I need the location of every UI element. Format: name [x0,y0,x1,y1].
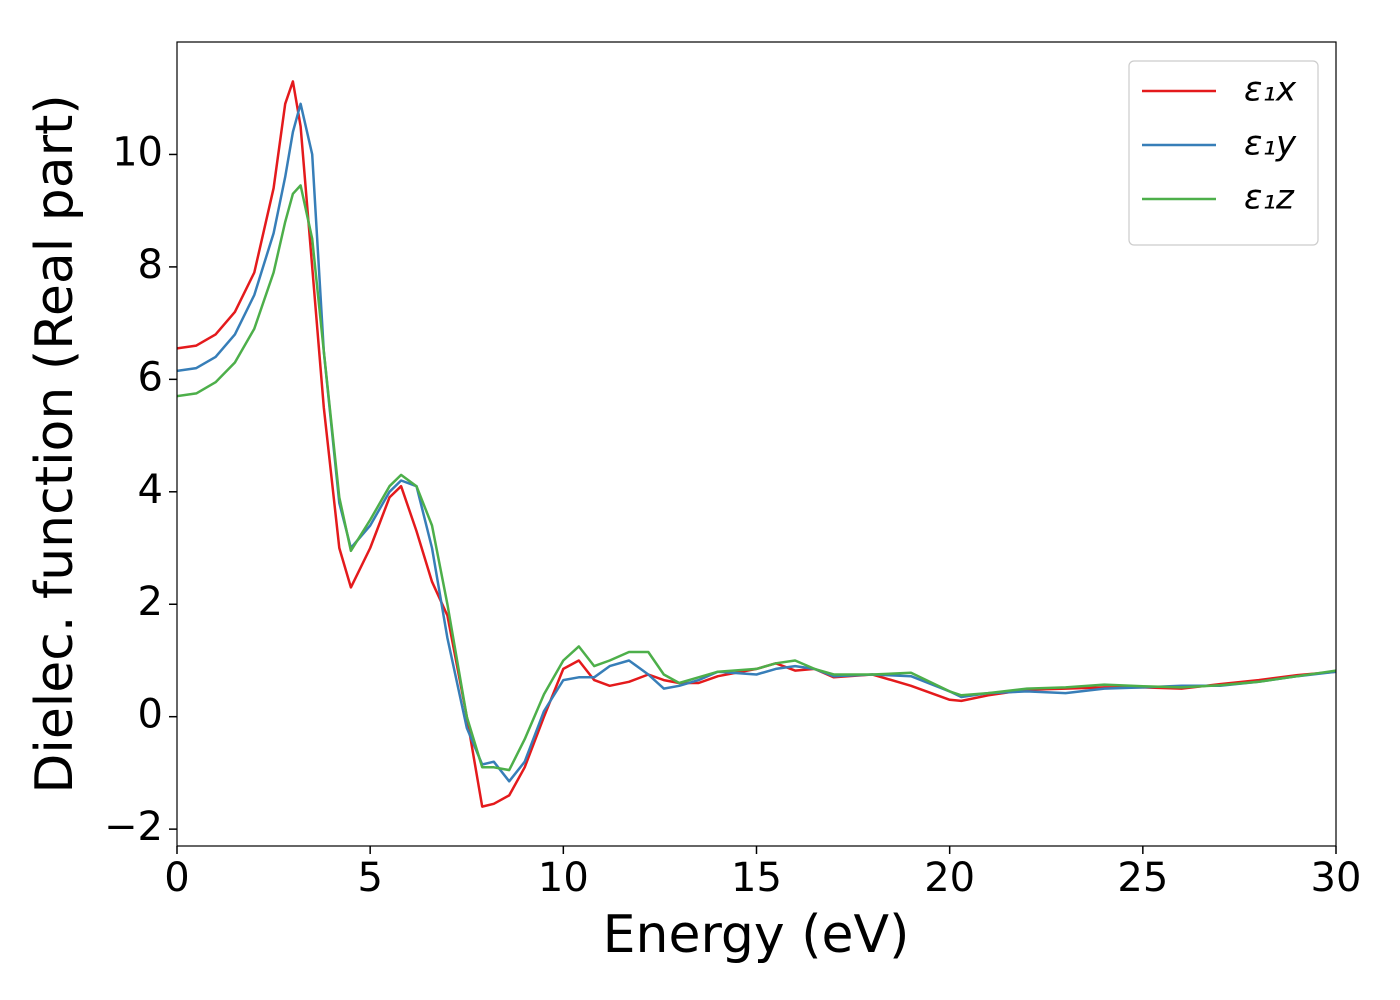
x-tick-label: 25 [1117,855,1168,901]
y-tick-label: −2 [104,804,163,850]
x-tick-label: 20 [924,855,975,901]
series-line [177,80,1336,808]
x-axis-label: Energy (eV) [603,905,910,965]
legend-label: ε₁y [1244,124,1297,164]
legend-label: ε₁x [1244,70,1297,110]
y-tick-label: 6 [138,354,163,400]
x-tick-label: 15 [731,855,782,901]
x-tick-label: 10 [538,855,589,901]
series-line [177,184,1336,772]
y-axis-label: Dielec. function (Real part) [25,94,85,793]
y-tick-label: 4 [138,467,163,513]
x-tick-label: 0 [164,855,189,901]
y-tick-label: 10 [112,129,163,175]
y-tick-label: 2 [138,579,163,625]
x-tick-label: 5 [357,855,382,901]
x-tick-label: 30 [1311,855,1362,901]
legend-label: ε₁z [1244,178,1295,218]
y-tick-label: 8 [138,242,163,288]
y-tick-label: 0 [138,692,163,738]
plot-frame [176,41,1337,847]
